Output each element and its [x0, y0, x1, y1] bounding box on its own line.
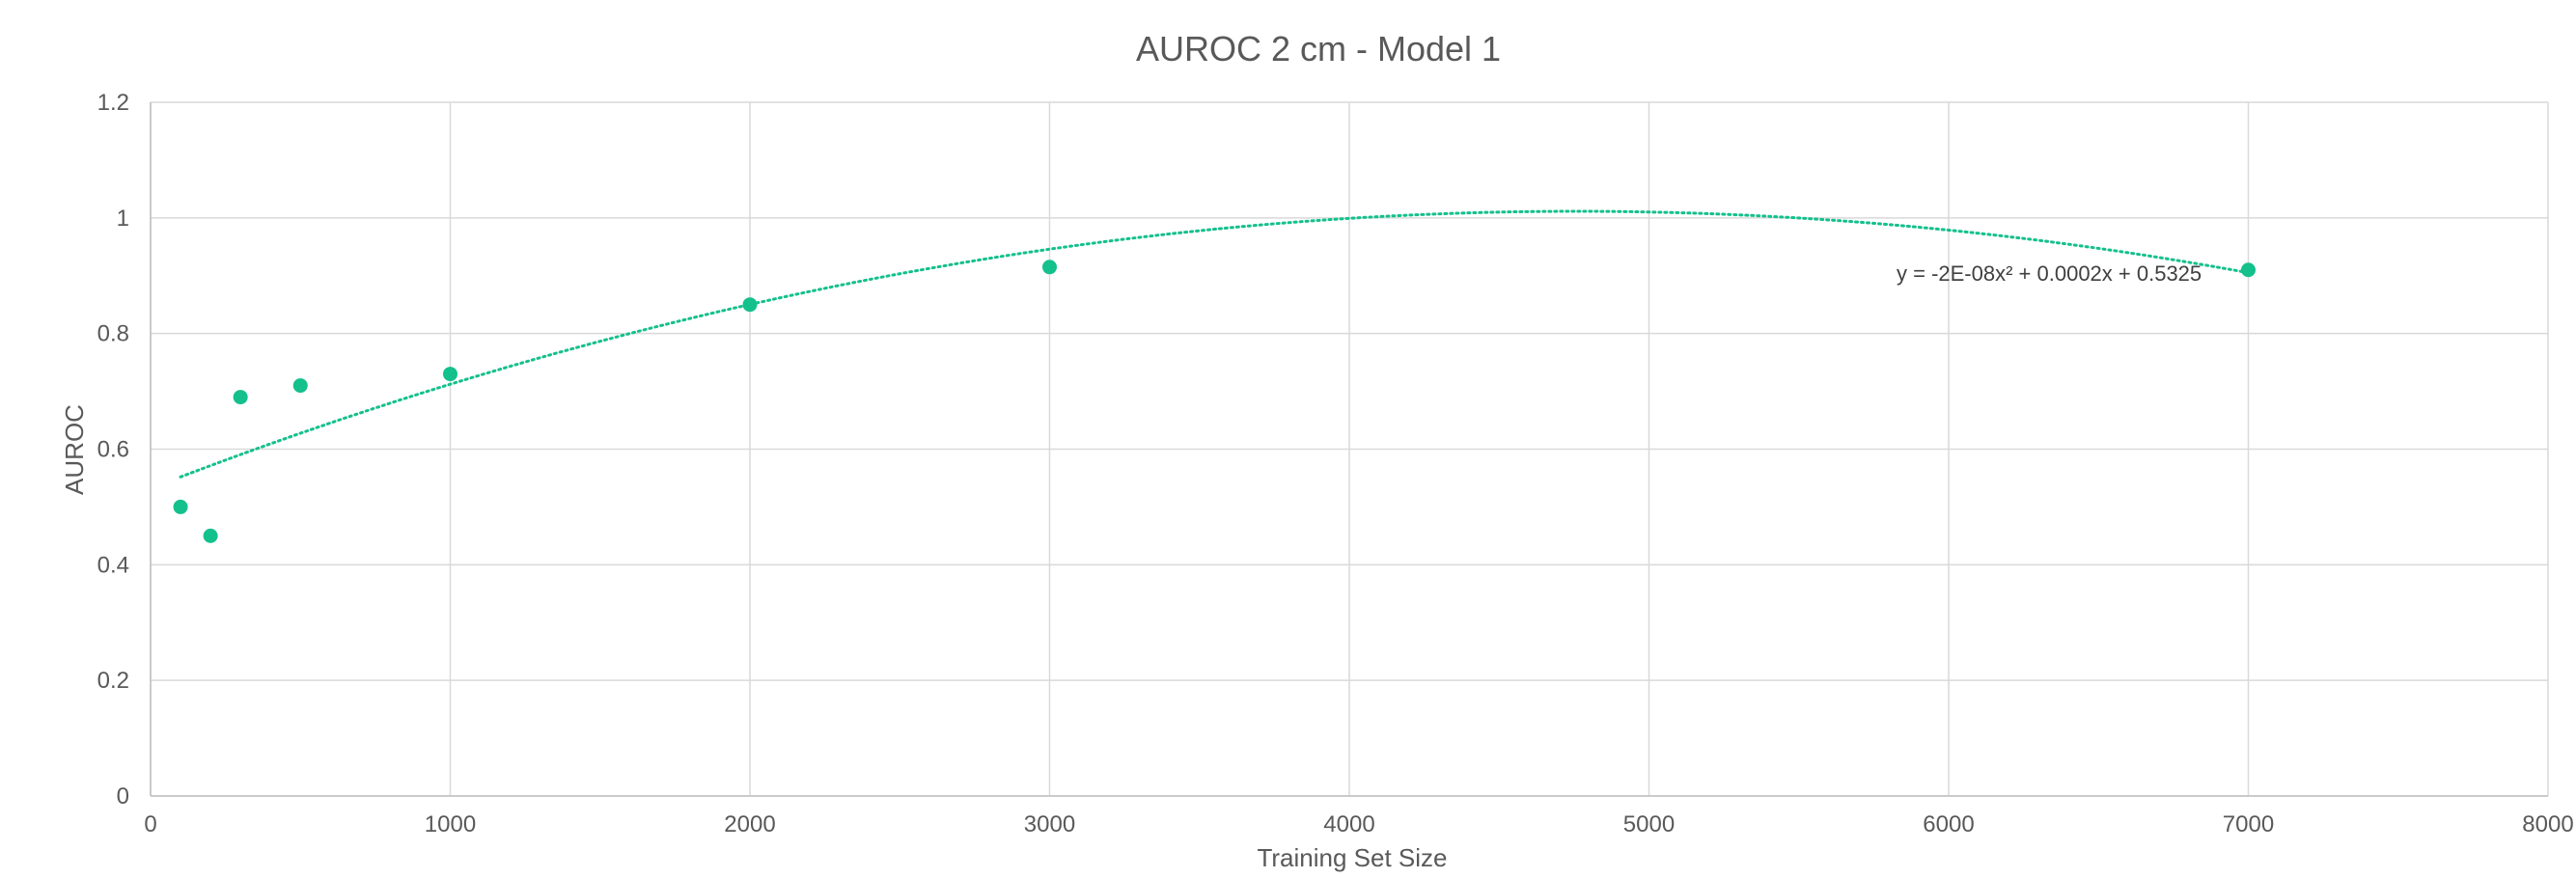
y-axis-label: AUROC	[60, 404, 89, 495]
x-tick-label: 7000	[2223, 811, 2274, 837]
data-point	[203, 528, 218, 543]
y-tick-label: 1.2	[97, 90, 129, 116]
x-tick-label: 4000	[1323, 811, 1374, 837]
x-tick-label: 2000	[724, 811, 775, 837]
y-tick-label: 1	[117, 206, 129, 232]
x-tick-label: 5000	[1623, 811, 1675, 837]
grid-lines	[150, 101, 2549, 797]
data-point	[443, 367, 457, 382]
y-tick-label: 0.2	[97, 668, 129, 694]
chart-title: AUROC 2 cm - Model 1	[1136, 29, 1501, 69]
x-tick-label: 6000	[1923, 811, 1974, 837]
data-point	[173, 499, 188, 514]
x-tick-label: 3000	[1024, 811, 1075, 837]
data-point	[742, 297, 758, 313]
polynomial-trendline	[179, 209, 2250, 479]
y-tick-label: 0.4	[97, 552, 129, 578]
x-axis-label: Training Set Size	[1257, 843, 1447, 872]
y-tick-label: 0.8	[97, 321, 129, 347]
trendline-layer	[179, 209, 2250, 479]
x-tick-label: 1000	[425, 811, 476, 837]
y-tick-label: 0	[117, 783, 129, 809]
y-tick-label: 0.6	[97, 437, 129, 463]
trendline-equation: y = -2E-08x² + 0.0002x + 0.5325	[1897, 261, 2202, 286]
data-point	[292, 378, 308, 394]
data-point	[2241, 262, 2256, 278]
data-point	[1042, 260, 1057, 275]
x-tick-label: 0	[144, 811, 156, 837]
axes	[150, 102, 2548, 797]
data-point	[233, 390, 248, 405]
x-tick-label: 8000	[2522, 811, 2573, 837]
data-points	[173, 260, 2256, 543]
tick-labels: 0 0.2 0.4 0.6 0.8 1 1.2 0 1000 2000 3000 4000 5000 60…	[97, 90, 2574, 837]
